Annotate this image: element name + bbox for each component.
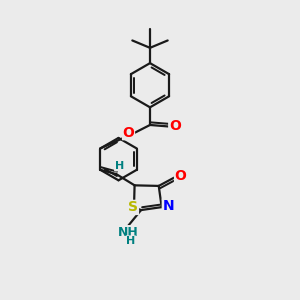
Text: H: H [115,161,124,171]
Text: N: N [162,199,174,213]
Text: NH: NH [117,226,138,239]
Text: O: O [175,169,187,183]
Text: S: S [128,200,138,214]
Text: O: O [123,126,134,140]
Text: O: O [169,119,181,134]
Text: H: H [126,236,135,246]
